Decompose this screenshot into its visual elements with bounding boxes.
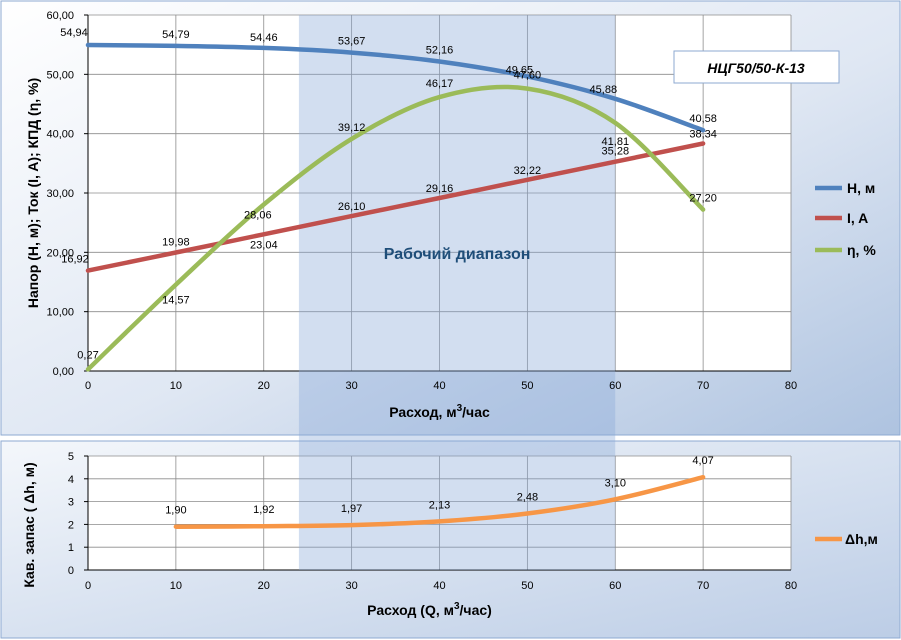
efficiency-series-data-label: 41,81 [602, 136, 630, 148]
efficiency-series-legend-label: η, % [847, 242, 876, 258]
npsh-data-label: 2,48 [517, 492, 538, 504]
head-series-data-label: 49,65 [506, 64, 534, 76]
npsh-data-label: 1,92 [253, 504, 274, 516]
current-series-line [85, 141, 706, 273]
chart1-y-tick: 50,00 [46, 69, 74, 81]
chart2-x-tick: 80 [785, 580, 797, 592]
npsh-series-line [173, 474, 706, 529]
npsh-series-legend-label: Δh,м [845, 531, 878, 547]
model-label-box [673, 50, 840, 84]
model-label: НЦГ50/50-К-13 [707, 60, 805, 76]
efficiency-series-data-label: 27,20 [689, 193, 717, 205]
efficiency-series-data-label: 39,12 [338, 122, 366, 134]
chart2-x-tick: 50 [521, 580, 533, 592]
head-series-data-label: 53,67 [338, 36, 366, 48]
chart1-x-tick: 60 [609, 380, 621, 392]
chart2-y-tick: 3 [68, 497, 74, 509]
chart1-x-tick: 10 [170, 380, 182, 392]
chart1-x-tick: 70 [697, 380, 709, 392]
efficiency-series-data-label: 46,17 [426, 78, 454, 90]
head-series-data-label: 54,46 [250, 32, 278, 44]
npsh-data-label: 1,97 [341, 503, 362, 515]
chart1-x-tick: 40 [433, 380, 445, 392]
current-series-data-label: 23,04 [250, 239, 278, 251]
chart2-y-tick: 0 [68, 565, 74, 577]
chart1-x-tick: 50 [521, 380, 533, 392]
chart2-x-tick: 20 [258, 580, 270, 592]
efficiency-series-line [85, 84, 706, 372]
current-series-data-label: 29,16 [426, 183, 454, 195]
chart1-x-title-main: Расход, м [389, 404, 456, 420]
head-series-line [85, 42, 706, 133]
chart2-y-tick: 2 [68, 519, 74, 531]
head-series-data-label: 54,79 [162, 29, 190, 41]
working-range-label: Рабочий диапазон [384, 246, 531, 263]
chart1-y-tick: 30,00 [46, 188, 74, 200]
chart1-y-tick: 20,00 [46, 247, 74, 259]
chart2-y-tick: 4 [68, 474, 74, 486]
head-series-data-label: 40,58 [689, 113, 717, 125]
head-series-data-label: 52,16 [426, 45, 454, 57]
chart2-y-axis-title: Кав. запас ( Δh, м) [21, 462, 37, 587]
current-series-data-label: 16,92 [61, 254, 89, 266]
chart1-x-tick: 20 [258, 380, 270, 392]
efficiency-series-data-label: 47,60 [514, 70, 542, 82]
chart2-x-tick: 30 [346, 580, 358, 592]
chart1-x-title-tail: /час [462, 404, 490, 420]
working-range-band [298, 15, 616, 570]
head-series-legend-label: H, м [847, 180, 875, 196]
efficiency-series-data-label: 0,27 [77, 349, 98, 361]
npsh-data-label: 1,90 [165, 505, 186, 517]
chart2-x-title-main: Расход (Q, м [367, 602, 454, 618]
chart2-y-tick: 1 [68, 542, 74, 554]
current-series-data-label: 35,28 [602, 146, 630, 158]
chart1-y-tick: 40,00 [46, 129, 74, 141]
current-series-data-label: 19,98 [162, 237, 190, 249]
chart2-x-axis-title: Расход (Q, м3/час) [367, 601, 492, 618]
chart2-x-title-tail: /час) [460, 602, 492, 618]
chart1-y-tick: 0,00 [53, 366, 74, 378]
efficiency-series-data-label: 28,06 [244, 210, 272, 222]
npsh-data-label: 4,07 [692, 455, 713, 467]
chart2-x-tick: 40 [433, 580, 445, 592]
chart2-x-title-sup: 3 [454, 601, 460, 612]
current-series-data-label: 32,22 [514, 165, 542, 177]
current-series-data-label: 26,10 [338, 201, 366, 213]
chart2-x-tick: 60 [609, 580, 621, 592]
chart1-x-tick: 30 [346, 380, 358, 392]
efficiency-series-data-label: 14,57 [162, 295, 190, 307]
head-series-data-label: 54,94 [60, 27, 88, 39]
chart1-x-title-sup: 3 [457, 403, 463, 414]
chart2-x-tick: 70 [697, 580, 709, 592]
chart1-x-axis-title: Расход, м3/час [389, 403, 490, 420]
chart1-x-tick: 80 [785, 380, 797, 392]
npsh-data-label: 3,10 [605, 477, 626, 489]
chart2-x-tick: 0 [85, 580, 91, 592]
chart1-y-axis-title: Напор (H, м); Ток (I, A); КПД (η, %) [25, 78, 41, 308]
head-series-data-label: 45,88 [590, 84, 618, 96]
chart2-y-tick: 5 [68, 451, 74, 463]
chart1-y-tick: 10,00 [46, 307, 74, 319]
chart2-x-tick: 10 [170, 580, 182, 592]
chart1-x-tick: 0 [85, 380, 91, 392]
current-series-data-label: 38,34 [689, 129, 717, 141]
current-series-legend-label: I, A [847, 210, 868, 226]
chart1-y-tick: 60,00 [46, 10, 74, 22]
npsh-data-label: 2,13 [429, 499, 450, 511]
